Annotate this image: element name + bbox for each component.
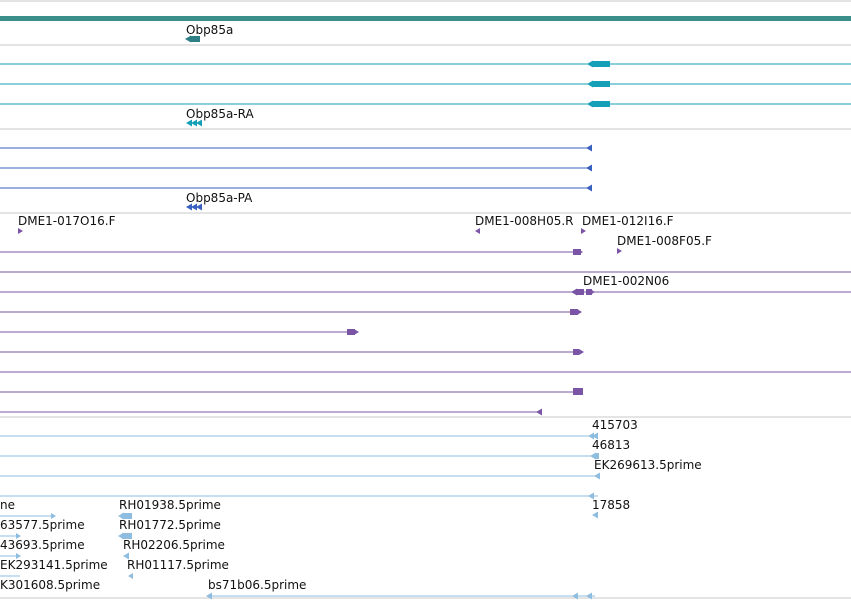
- gene-arrow: [185, 35, 191, 43]
- feature-arrow: [536, 408, 542, 416]
- est-block: [573, 349, 579, 355]
- transcript-pa-arrow: [196, 203, 202, 211]
- est-arrow: [18, 228, 23, 234]
- est-block: [573, 249, 581, 255]
- feature-arrow: [586, 592, 592, 600]
- feature-arrow: [592, 432, 598, 440]
- feature-arrow: [587, 60, 593, 68]
- evidence-label[interactable]: EK293141.5prime: [0, 558, 108, 572]
- feature-arrow: [118, 532, 124, 540]
- feature-arrow: [587, 80, 593, 88]
- evidence-label[interactable]: 43693.5prime: [0, 538, 85, 552]
- feature-arrow: [206, 592, 212, 600]
- evidence-block: [122, 533, 132, 539]
- feature-arrow: [577, 309, 582, 315]
- transcript-pa-arrow: [186, 203, 192, 211]
- feature-arrow: [16, 533, 21, 539]
- evidence-arrow: [128, 573, 133, 579]
- transcript-rna-label[interactable]: Obp85a-RA: [186, 107, 254, 121]
- evidence-label[interactable]: RH01117.5prime: [127, 558, 229, 572]
- est-block: [576, 289, 584, 295]
- est-arrow: [475, 228, 480, 234]
- transcript-exon: [592, 81, 610, 87]
- est-label[interactable]: DME1-002N06: [583, 274, 670, 288]
- feature-arrow: [354, 329, 359, 335]
- gene-glyph: [190, 36, 200, 42]
- feature-arrow: [578, 249, 583, 255]
- transcript-rna-arrow: [196, 119, 202, 127]
- feature-arrow: [51, 513, 56, 519]
- transcript-exon: [592, 101, 610, 107]
- evidence-label[interactable]: 63577.5prime: [0, 518, 85, 532]
- evidence-label[interactable]: 46813: [592, 438, 631, 452]
- evidence-label[interactable]: 415703: [592, 418, 638, 432]
- feature-arrow: [586, 164, 592, 172]
- evidence-block: [122, 513, 132, 519]
- est-label[interactable]: DME1-012I16.F: [582, 214, 674, 228]
- feature-arrow: [16, 553, 21, 559]
- transcript-pa-arrow: [191, 203, 197, 211]
- feature-arrow: [588, 492, 594, 500]
- evidence-block: [596, 453, 599, 459]
- est-arrow: [617, 248, 622, 254]
- est-block: [586, 289, 592, 295]
- est-block: [347, 329, 355, 335]
- feature-arrow: [572, 592, 578, 600]
- est-block: [573, 388, 583, 395]
- feature-arrow: [587, 100, 593, 108]
- feature-arrow: [579, 349, 584, 355]
- transcript-pa-label[interactable]: Obp85a-PA: [186, 191, 253, 205]
- transcript-rna-arrow: [191, 119, 197, 127]
- feature-arrow: [594, 472, 600, 480]
- evidence-label[interactable]: K301608.5prime: [0, 578, 101, 592]
- evidence-label[interactable]: bs71b06.5prime: [208, 578, 307, 592]
- evidence-label[interactable]: RH02206.5prime: [123, 538, 225, 552]
- evidence-arrow: [592, 511, 598, 519]
- evidence-label[interactable]: ne: [0, 498, 15, 512]
- feature-arrow: [571, 288, 577, 296]
- evidence-label[interactable]: RH01938.5prime: [119, 498, 221, 512]
- est-label[interactable]: DME1-008H05.R: [475, 214, 574, 228]
- feature-arrow: [590, 289, 595, 295]
- ruler-bar: [0, 16, 851, 21]
- est-label[interactable]: DME1-017O16.F: [18, 214, 116, 228]
- feature-arrow: [588, 432, 594, 440]
- feature-arrow: [586, 144, 592, 152]
- evidence-arrow: [123, 552, 129, 560]
- evidence-label[interactable]: EK269613.5prime: [594, 458, 702, 472]
- feature-arrow: [118, 512, 124, 520]
- evidence-label[interactable]: 17858: [592, 498, 631, 512]
- transcript-rna-arrow: [186, 119, 192, 127]
- feature-arrow: [590, 452, 596, 460]
- est-arrow: [581, 228, 586, 234]
- est-label[interactable]: DME1-008F05.F: [617, 234, 712, 248]
- feature-arrow: [586, 184, 592, 192]
- transcript-exon: [592, 61, 610, 67]
- gene-label[interactable]: Obp85a: [186, 23, 234, 37]
- est-block: [570, 309, 578, 315]
- evidence-label[interactable]: RH01772.5prime: [119, 518, 221, 532]
